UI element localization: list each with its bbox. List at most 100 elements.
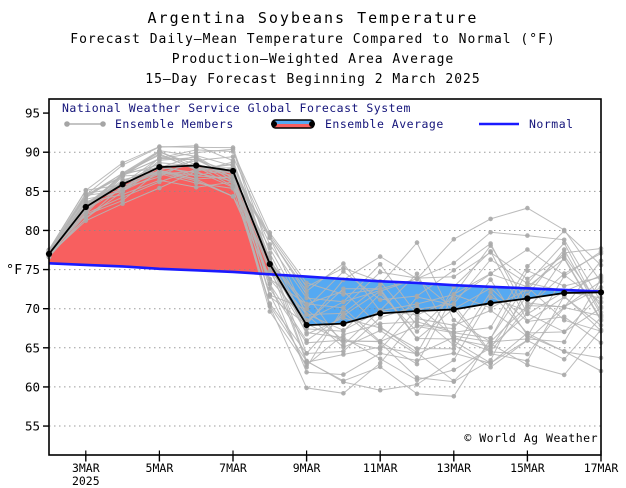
- ensemble-member-dot: [193, 170, 199, 176]
- x-tick-label: 7MAR: [219, 461, 247, 475]
- ensemble-member-dot: [414, 293, 420, 299]
- ensemble-members-icon: [64, 121, 106, 127]
- ensemble-average-dot: [266, 261, 273, 268]
- ensemble-member-dot: [561, 273, 567, 279]
- ensemble-member-dot: [414, 375, 420, 380]
- ensemble-member-dot: [230, 158, 236, 163]
- ensemble-member-dot: [341, 310, 346, 315]
- chart-legend: National Weather Service Global Forecast…: [56, 101, 601, 137]
- y-tick-label: 60: [25, 379, 40, 394]
- ensemble-member-dot: [377, 315, 383, 320]
- x-tick-label: 11MAR: [363, 461, 398, 475]
- ensemble-member-dot: [157, 185, 162, 191]
- ensemble-member-dot: [451, 350, 457, 356]
- ensemble-member-dot: [377, 356, 383, 362]
- ensemble-member-dot: [525, 311, 530, 316]
- ensemble-average-dot: [193, 162, 200, 169]
- ensemble-member-dot: [525, 233, 530, 238]
- ensemble-member-dot: [451, 236, 457, 242]
- ensemble-member-dot: [193, 157, 199, 162]
- ensemble-member-dot: [525, 205, 530, 211]
- ensemble-member-dot: [488, 364, 493, 370]
- ensemble-member-dot: [341, 378, 346, 384]
- ensemble-member-dot: [341, 265, 346, 271]
- ensemble-average-dot: [119, 181, 126, 188]
- ensemble-average-dot: [229, 167, 237, 175]
- y-tick-label: 65: [25, 340, 40, 355]
- ensemble-member-dot: [341, 299, 346, 305]
- ensemble-member-dot: [488, 308, 493, 313]
- ensemble-member-dot: [488, 230, 493, 235]
- ensemble-member-dot: [525, 362, 530, 368]
- ensemble-average-dot: [377, 310, 384, 317]
- x-tick-sublabel: 2025: [72, 474, 100, 488]
- ensemble-member-dot: [157, 144, 162, 150]
- ensemble-member-dot: [341, 292, 346, 297]
- ensemble-member-dot: [83, 216, 89, 221]
- ensemble-member-dot: [488, 358, 493, 363]
- ensemble-member-line: [48, 164, 602, 356]
- above-normal-fill: [49, 165, 277, 275]
- ensemble-member-dot: [414, 382, 420, 387]
- normal-line: [48, 262, 602, 293]
- ensemble-member-dot: [377, 339, 383, 344]
- legend-item-ensemble-average: Ensemble Average: [268, 117, 444, 131]
- ensemble-members-series: [46, 143, 604, 399]
- ensemble-member-dot: [304, 280, 309, 286]
- ensemble-member-dot: [377, 351, 383, 356]
- ensemble-member-dot: [267, 281, 273, 286]
- ensemble-member-dot: [83, 192, 89, 198]
- plot-border: [48, 98, 602, 456]
- ensemble-member-dot: [561, 247, 567, 252]
- ensemble-member-dot: [488, 344, 493, 349]
- ensemble-member-dot: [377, 364, 383, 370]
- ensemble-member-dot: [451, 268, 457, 273]
- ensemble-member-dot: [488, 277, 493, 282]
- ensemble-member-dot: [341, 261, 346, 266]
- ensemble-member-dot: [157, 171, 162, 176]
- ensemble-member-dot: [451, 302, 457, 308]
- ensemble-member-dot: [451, 333, 457, 339]
- ensemble-member-dot: [525, 264, 530, 269]
- ensemble-member-dot: [561, 314, 567, 320]
- ensemble-member-dot: [304, 284, 309, 290]
- ensemble-member-dot: [120, 173, 125, 179]
- ensemble-member-dot: [525, 247, 530, 252]
- ensemble-member-dot: [525, 280, 530, 286]
- ensemble-member-dot: [157, 160, 162, 165]
- ensemble-member-dot: [561, 349, 567, 354]
- ensemble-member-dot: [488, 336, 493, 341]
- ensemble-member-dot: [83, 197, 89, 202]
- ensemble-average-dot: [524, 295, 531, 302]
- chart-title-block: Argentina Soybeans Temperature Forecast …: [0, 6, 626, 90]
- ensemble-member-dot: [193, 185, 199, 190]
- x-tick-label: 15MAR: [510, 461, 545, 475]
- ensemble-member-dot: [267, 232, 273, 238]
- x-tick-label: 13MAR: [436, 461, 471, 475]
- ensemble-average-dot: [82, 203, 89, 211]
- ensemble-member-dot: [561, 304, 567, 310]
- ensemble-member-dot: [377, 360, 383, 366]
- y-tick-label: 85: [25, 184, 40, 199]
- ensemble-member-dot: [414, 275, 420, 281]
- ensemble-average-dot: [156, 164, 163, 171]
- ensemble-member-dot: [341, 391, 346, 396]
- x-tick-label: 9MAR: [293, 461, 321, 475]
- ensemble-average-dot: [413, 307, 421, 315]
- ensemble-member-dot: [561, 317, 567, 323]
- ensemble-member-line: [48, 179, 602, 381]
- ensemble-member-dot: [414, 358, 420, 363]
- y-tick-label: 75: [25, 262, 40, 277]
- ensemble-member-dot: [525, 337, 530, 343]
- y-tick-label: 90: [25, 145, 40, 160]
- ensemble-member-dot: [488, 250, 493, 255]
- ensemble-member-dot: [377, 254, 383, 259]
- ensemble-member-dot: [377, 269, 383, 275]
- ensemble-member-dot: [414, 303, 420, 309]
- ensemble-member-dot: [377, 282, 383, 288]
- ensemble-member-dot: [120, 189, 125, 194]
- ensemble-member-line: [48, 164, 602, 362]
- ensemble-member-dot: [377, 321, 383, 327]
